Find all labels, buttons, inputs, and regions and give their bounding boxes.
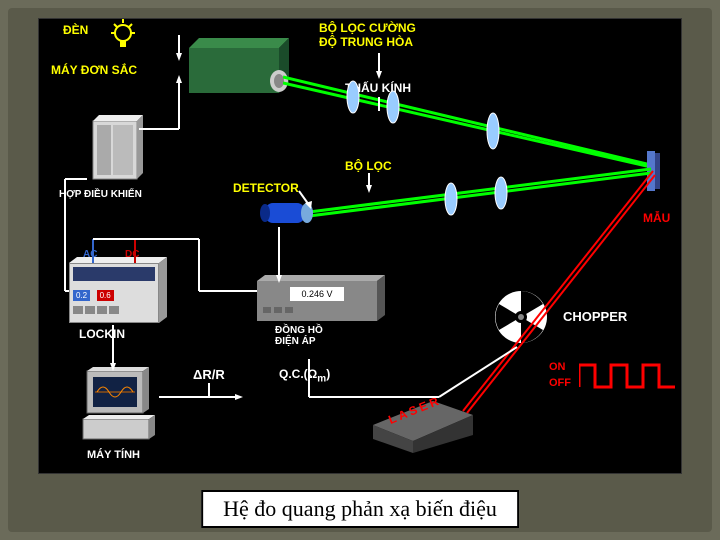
caption: Hệ đo quang phản xạ biến điệu — [201, 490, 519, 528]
optical-diagram: ĐÈN MÁY ĐƠN SẮC BỘ LỌC CƯỜNG ĐỘ TRUNG HÒ… — [38, 18, 682, 474]
wiring — [39, 19, 683, 475]
